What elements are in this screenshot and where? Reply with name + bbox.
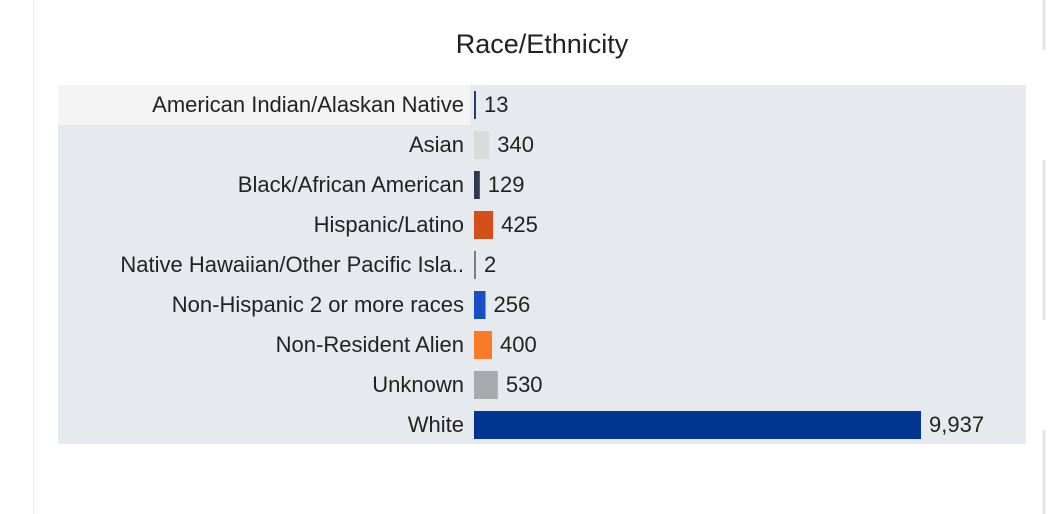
bar [474,371,498,399]
plot-background [58,85,1026,444]
row-highlight [58,85,470,125]
value-label: 425 [501,212,538,237]
bar [474,211,494,239]
category-label: White [408,412,464,437]
bar [474,91,476,119]
category-label: Unknown [372,372,464,397]
chart-title: Race/Ethnicity [456,29,629,59]
value-label: 9,937 [929,412,984,437]
category-label: Non-Hispanic 2 or more races [172,292,464,317]
value-label: 340 [497,132,534,157]
bar [474,291,486,319]
value-label: 13 [484,92,508,117]
value-label: 400 [500,332,537,357]
bar [474,251,476,279]
category-label: American Indian/Alaskan Native [152,92,464,117]
bar [474,131,490,159]
value-label: 129 [488,172,525,197]
bar [474,331,492,359]
value-label: 2 [484,252,496,277]
bar [474,171,480,199]
value-label: 256 [494,292,531,317]
category-label: Hispanic/Latino [314,212,464,237]
category-label: Asian [409,132,464,157]
category-label: Black/African American [238,172,464,197]
bar [474,411,921,439]
category-label: Native Hawaiian/Other Pacific Isla.. [120,252,464,277]
category-label: Non-Resident Alien [276,332,464,357]
value-label: 530 [506,372,543,397]
